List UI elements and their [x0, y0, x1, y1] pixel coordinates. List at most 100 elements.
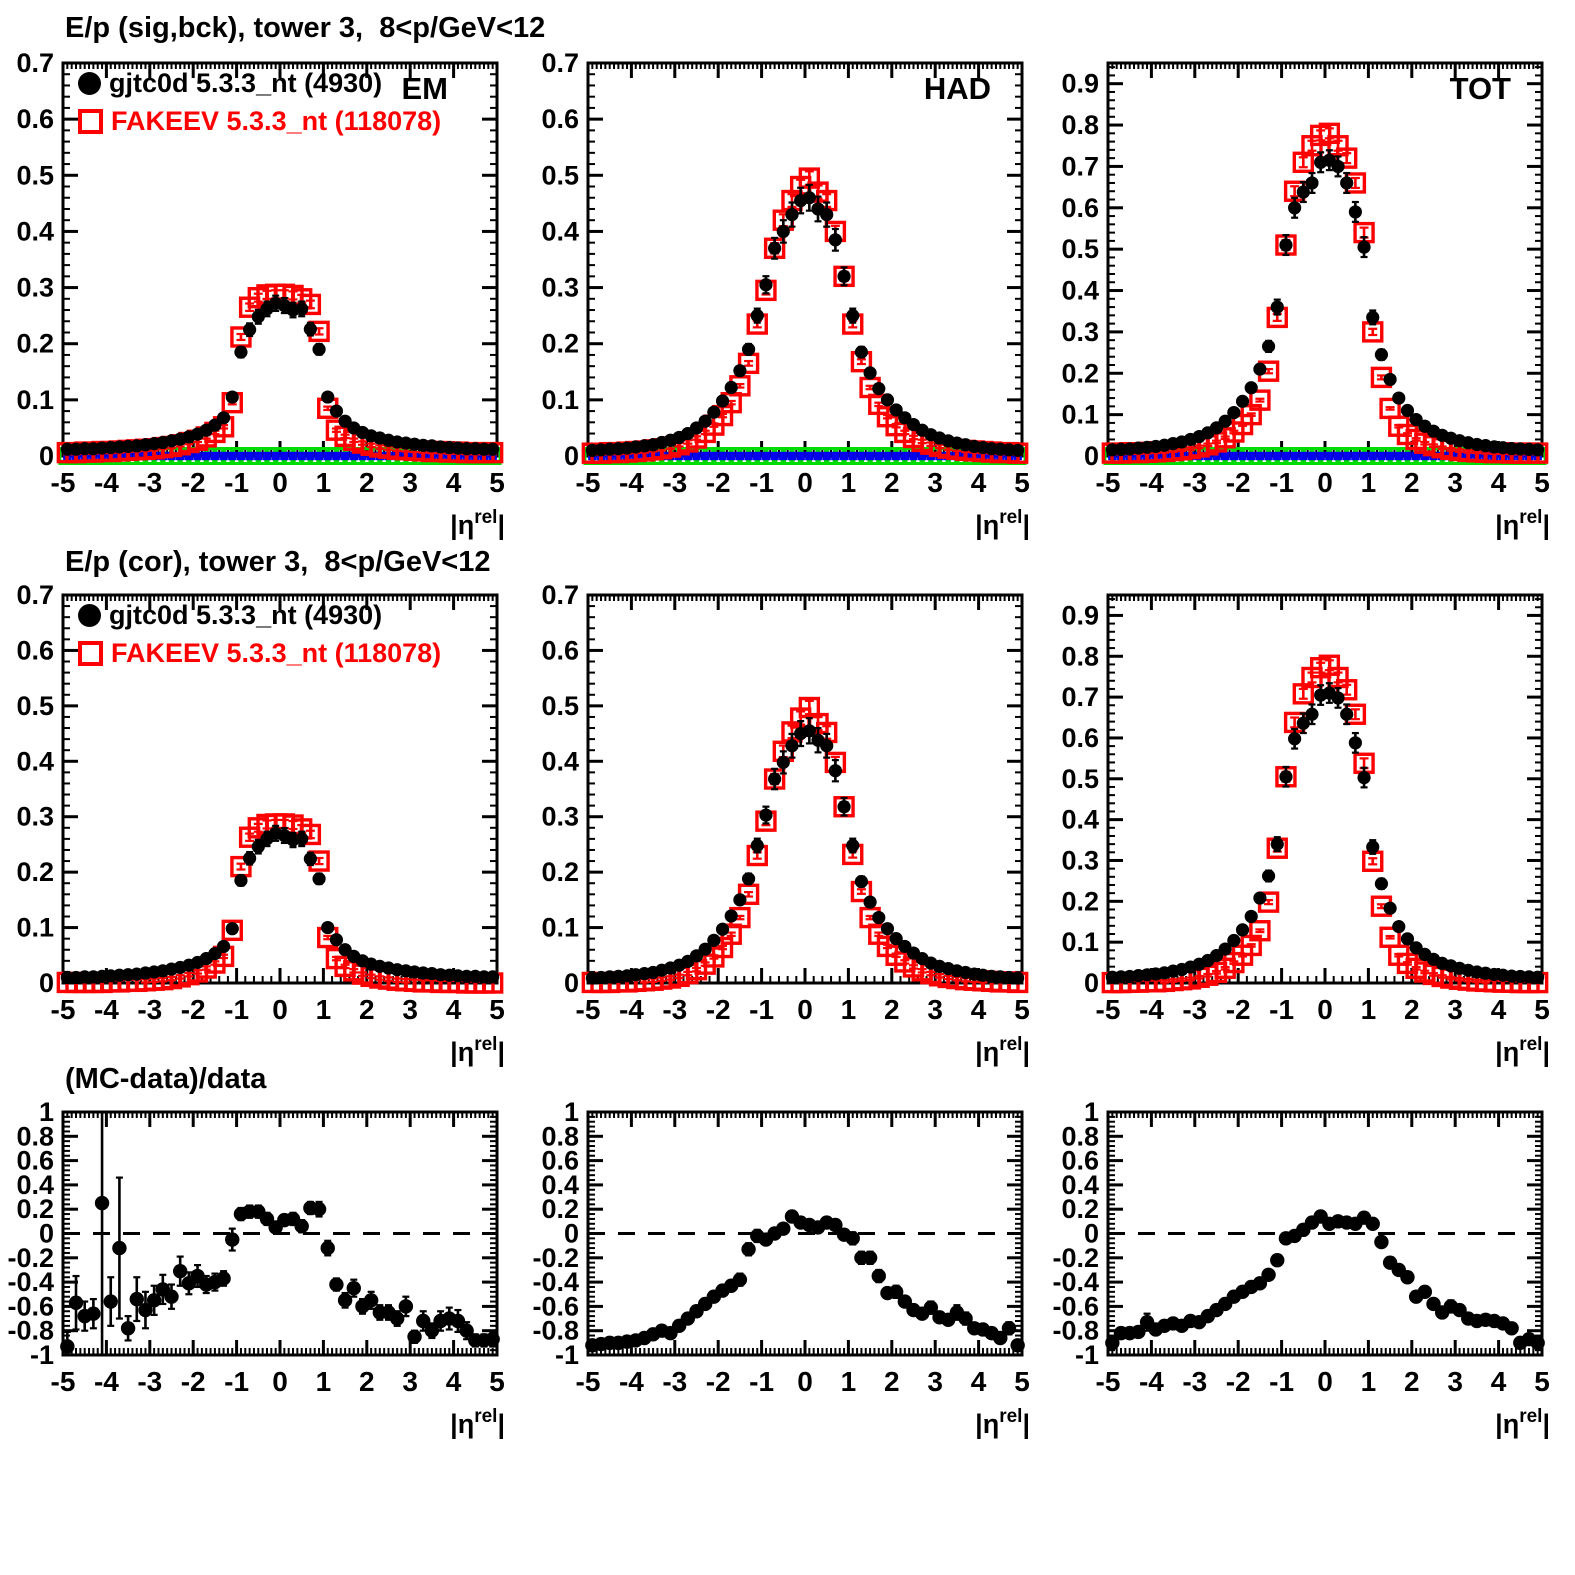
svg-text:-4: -4: [94, 1366, 119, 1397]
svg-text:-3: -3: [662, 467, 687, 498]
svg-text:0.1: 0.1: [541, 385, 579, 415]
legend-row1: gjtc0d 5.3.3_nt (4930) FAKEEV 5.3.3_nt (…: [78, 64, 441, 140]
svg-text:1: 1: [316, 1366, 332, 1397]
svg-text:-2: -2: [1226, 467, 1251, 498]
svg-text:2: 2: [884, 1366, 900, 1397]
svg-text:-5: -5: [576, 1366, 601, 1397]
legend-entry-mc: FAKEEV 5.3.3_nt (118078): [78, 102, 441, 140]
svg-text:0: 0: [1317, 467, 1333, 498]
svg-text:-2: -2: [706, 994, 731, 1025]
svg-text:0: 0: [272, 1366, 288, 1397]
svg-text:-1: -1: [224, 994, 249, 1025]
svg-text:0.1: 0.1: [1061, 927, 1099, 957]
panel-row1-tot: -5 -4 -3 -2 -1 0 1 2 3 4 500.10.20.30.40.50.60.70.…: [1061, 61, 1550, 540]
svg-text:5: 5: [1014, 994, 1030, 1025]
svg-text:4: 4: [971, 1366, 987, 1397]
svg-text:-2: -2: [1226, 994, 1251, 1025]
svg-text:0.4: 0.4: [541, 216, 579, 246]
svg-text:3: 3: [927, 467, 943, 498]
svg-text:0.4: 0.4: [1061, 276, 1099, 306]
svg-text:-2: -2: [181, 994, 206, 1025]
svg-text:-5: -5: [1096, 994, 1121, 1025]
svg-text:0.8: 0.8: [16, 1121, 54, 1151]
svg-text:-1: -1: [30, 1340, 54, 1370]
svg-text:-1: -1: [749, 467, 774, 498]
svg-text:0.4: 0.4: [16, 1170, 54, 1200]
svg-text:0.5: 0.5: [16, 691, 54, 721]
svg-text:3: 3: [402, 1366, 418, 1397]
svg-text:4: 4: [971, 994, 987, 1025]
svg-text:1: 1: [841, 1366, 857, 1397]
svg-text:1: 1: [1361, 994, 1377, 1025]
svg-text:-0.6: -0.6: [7, 1291, 54, 1321]
legend-mc-label: FAKEEV 5.3.3_nt (118078): [111, 105, 442, 136]
svg-text:0.1: 0.1: [16, 385, 54, 415]
svg-text:4: 4: [1491, 467, 1507, 498]
svg-text:-3: -3: [662, 994, 687, 1025]
svg-text:0: 0: [39, 1219, 54, 1249]
svg-text:-5: -5: [576, 994, 601, 1025]
svg-text:0: 0: [564, 441, 579, 471]
svg-text:0.7: 0.7: [16, 580, 54, 610]
svg-text:0: 0: [272, 467, 288, 498]
row1-title: E/p (sig,bck), tower 3, 8<p/GeV<12: [65, 12, 546, 44]
svg-text:0.3: 0.3: [541, 273, 579, 303]
panel-label-em: EM: [401, 71, 449, 106]
svg-text:4: 4: [446, 994, 462, 1025]
svg-text:0.3: 0.3: [16, 802, 54, 832]
svg-text:0.5: 0.5: [1061, 764, 1099, 794]
svg-text:-3: -3: [137, 994, 162, 1025]
panel-label-had: HAD: [923, 71, 991, 106]
svg-text:|ηrel|: |ηrel|: [975, 507, 1030, 540]
svg-text:-4: -4: [94, 467, 119, 498]
svg-text:-4: -4: [1139, 467, 1164, 498]
svg-text:2: 2: [359, 467, 375, 498]
svg-text:0.3: 0.3: [1061, 845, 1099, 875]
svg-text:-4: -4: [1139, 994, 1164, 1025]
svg-text:-3: -3: [137, 1366, 162, 1397]
svg-text:0.7: 0.7: [541, 580, 579, 610]
svg-text:-0.2: -0.2: [7, 1243, 54, 1273]
svg-text:0.3: 0.3: [16, 273, 54, 303]
svg-text:0.5: 0.5: [16, 160, 54, 190]
svg-text:0.6: 0.6: [541, 104, 579, 134]
svg-text:0.5: 0.5: [1061, 234, 1099, 264]
svg-text:-4: -4: [94, 994, 119, 1025]
svg-text:0: 0: [1317, 994, 1333, 1025]
svg-text:-2: -2: [706, 467, 731, 498]
svg-text:2: 2: [359, 994, 375, 1025]
svg-text:0: 0: [564, 968, 579, 998]
row3-title: (MC-data)/data: [65, 1063, 267, 1095]
svg-text:0.6: 0.6: [16, 635, 54, 665]
svg-text:1: 1: [841, 467, 857, 498]
panel-row1-em: -5 -4 -3 -2 -1 0 1 2 3 4 500.10.20.30.40.50.60.7|η…: [16, 48, 505, 540]
svg-text:|ηrel|: |ηrel|: [450, 507, 505, 540]
svg-text:0.2: 0.2: [16, 857, 54, 887]
svg-text:0.4: 0.4: [16, 746, 54, 776]
svg-text:3: 3: [927, 1366, 943, 1397]
svg-text:-1: -1: [224, 1366, 249, 1397]
legend-data-label: gjtc0d 5.3.3_nt (4930): [109, 67, 383, 98]
svg-text:-4: -4: [619, 467, 644, 498]
svg-text:0.7: 0.7: [541, 48, 579, 78]
svg-text:5: 5: [1534, 994, 1550, 1025]
row2-title: E/p (cor), tower 3, 8<p/GeV<12: [65, 546, 491, 578]
svg-text:-5: -5: [51, 994, 76, 1025]
svg-text:5: 5: [1014, 1366, 1030, 1397]
svg-text:-5: -5: [1096, 467, 1121, 498]
svg-text:0.3: 0.3: [1061, 317, 1099, 347]
svg-text:0.4: 0.4: [541, 746, 579, 776]
svg-text:0.1: 0.1: [16, 913, 54, 943]
svg-text:0.9: 0.9: [1061, 69, 1099, 99]
svg-text:0.2: 0.2: [541, 329, 579, 359]
svg-text:5: 5: [489, 1366, 505, 1397]
svg-text:-1: -1: [224, 467, 249, 498]
svg-text:0.1: 0.1: [1061, 400, 1099, 430]
svg-text:0: 0: [39, 441, 54, 471]
svg-text:|ηrel|: |ηrel|: [975, 1034, 1030, 1067]
svg-text:0.7: 0.7: [16, 48, 54, 78]
svg-text:|ηrel|: |ηrel|: [1495, 1034, 1550, 1067]
svg-text:-1: -1: [749, 1366, 774, 1397]
filled-circle-marker-icon: [78, 603, 101, 627]
